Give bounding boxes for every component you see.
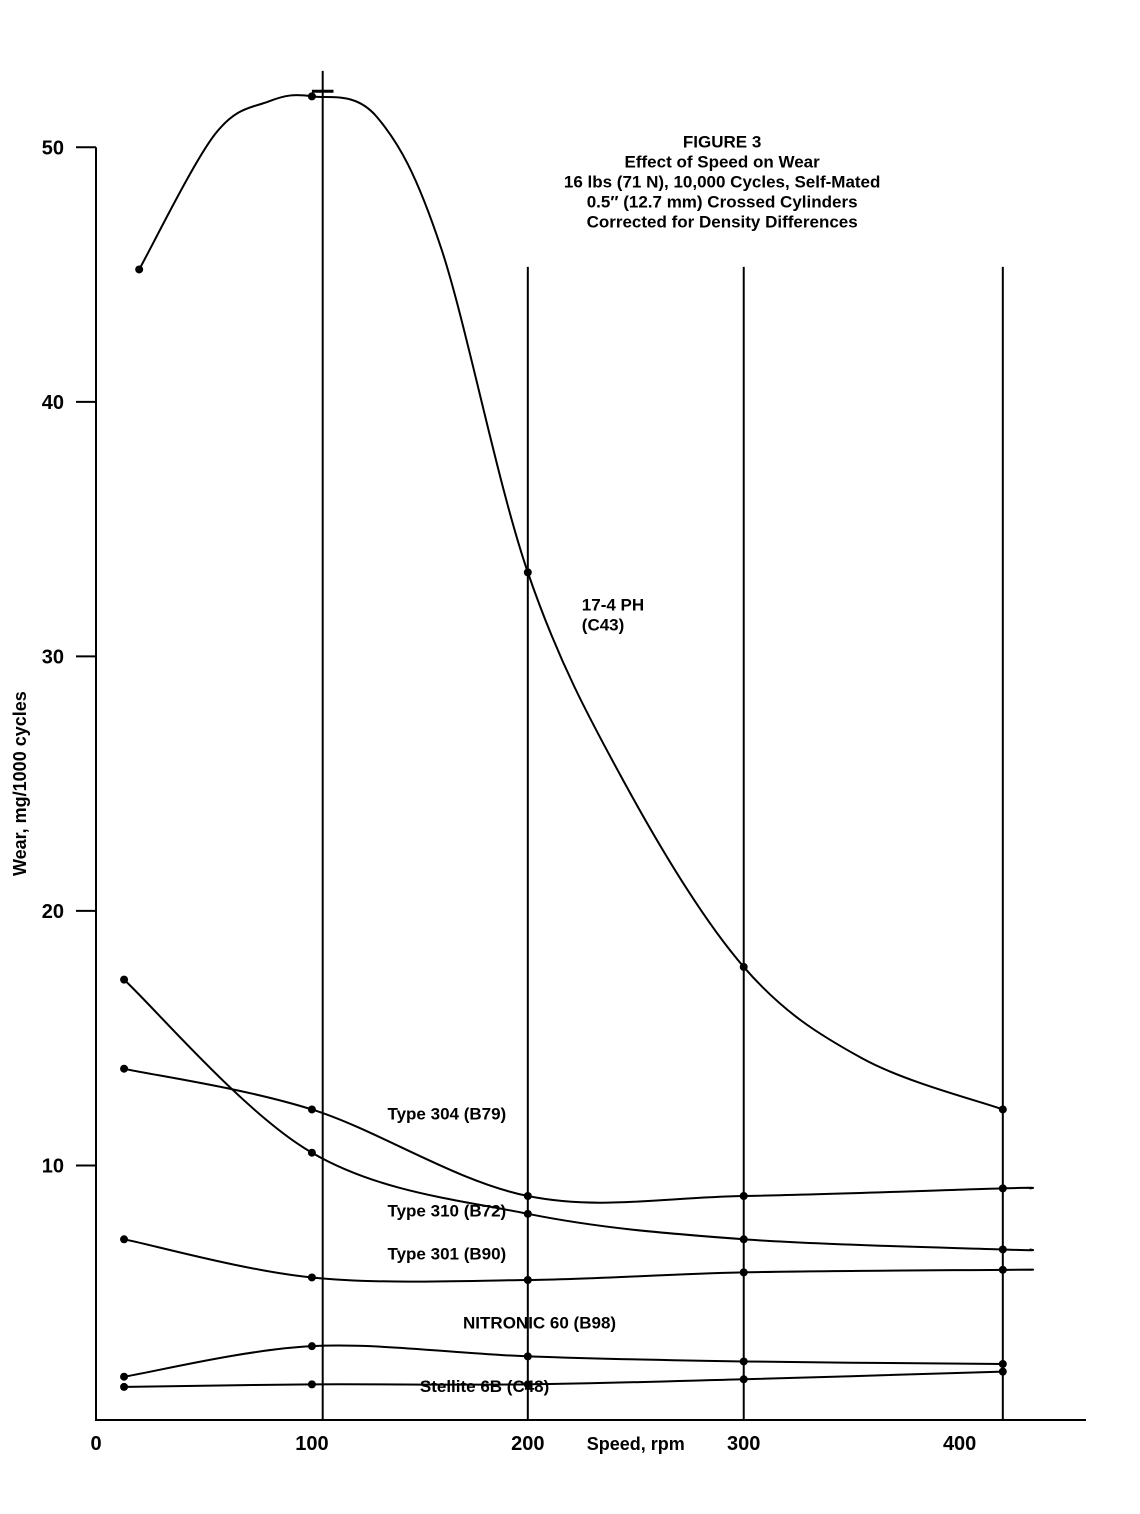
series-marker: [308, 1273, 316, 1281]
series-marker: [120, 1373, 128, 1381]
series-marker: [308, 92, 316, 100]
chart-title-line: FIGURE 3: [683, 132, 761, 151]
series-marker: [999, 1368, 1007, 1376]
chart-title-line: 0.5″ (12.7 mm) Crossed Cylinders: [587, 192, 858, 211]
x-tick-label: 300: [727, 1433, 760, 1455]
series-curve-type-304: [124, 1069, 1033, 1203]
series-label: Stellite 6B (C48): [420, 1377, 549, 1396]
series-label: Type 310 (B72): [387, 1201, 506, 1220]
y-tick-label: 40: [42, 392, 64, 414]
series-marker: [740, 1235, 748, 1243]
series-marker: [999, 1266, 1007, 1274]
chart-title-line: Corrected for Density Differences: [587, 212, 858, 231]
y-tick-label: 10: [42, 1155, 64, 1177]
x-tick-label: 400: [943, 1433, 976, 1455]
series-marker: [999, 1245, 1007, 1253]
series-marker: [120, 1235, 128, 1243]
series-curve-17-4-ph: [139, 95, 1003, 1109]
y-tick-label: 20: [42, 901, 64, 923]
series-label: NITRONIC 60 (B98): [463, 1313, 616, 1332]
series-marker: [308, 1380, 316, 1388]
series-marker: [120, 1383, 128, 1391]
series-marker: [524, 1192, 532, 1200]
series-marker: [308, 1105, 316, 1113]
series-marker: [740, 963, 748, 971]
chart-title-line: 16 lbs (71 N), 10,000 Cycles, Self-Mated: [564, 172, 881, 191]
series-marker: [999, 1360, 1007, 1368]
series-marker: [308, 1149, 316, 1157]
series-curve-type-310: [124, 980, 1033, 1251]
y-tick-label: 30: [42, 646, 64, 668]
series-label: (C43): [582, 616, 625, 635]
series-marker: [524, 1210, 532, 1218]
series-marker: [740, 1357, 748, 1365]
series-marker: [999, 1184, 1007, 1192]
series-curve-nitronic-60: [124, 1346, 1003, 1377]
series-label: Type 304 (B79): [387, 1105, 506, 1124]
series-marker: [524, 568, 532, 576]
x-tick-label: 200: [511, 1433, 544, 1455]
y-tick-label: 50: [42, 137, 64, 159]
series-label: 17-4 PH: [582, 596, 644, 615]
series-marker: [120, 1065, 128, 1073]
series-marker: [524, 1352, 532, 1360]
series-curve-stellite-6b: [124, 1372, 1003, 1387]
y-axis-label: Wear, mg/1000 cycles: [10, 691, 30, 876]
x-tick-label: 100: [295, 1433, 328, 1455]
series-marker: [524, 1276, 532, 1284]
series-marker: [308, 1342, 316, 1350]
series-marker: [740, 1192, 748, 1200]
x-axis-label: Speed, rpm: [587, 1434, 685, 1454]
series-marker: [999, 1105, 1007, 1113]
series-marker: [740, 1375, 748, 1383]
x-tick-label: 0: [90, 1433, 101, 1455]
axes: [96, 147, 1086, 1420]
series-marker: [120, 976, 128, 984]
chart-title-line: Effect of Speed on Wear: [625, 152, 821, 171]
wear-speed-chart: 10 20 30 40 50 0 100 200 300 400 Speed, rpm Wear, m…: [0, 0, 1140, 1514]
series-marker: [135, 265, 143, 273]
series-label: Type 301 (B90): [387, 1245, 506, 1264]
series-marker: [740, 1268, 748, 1276]
